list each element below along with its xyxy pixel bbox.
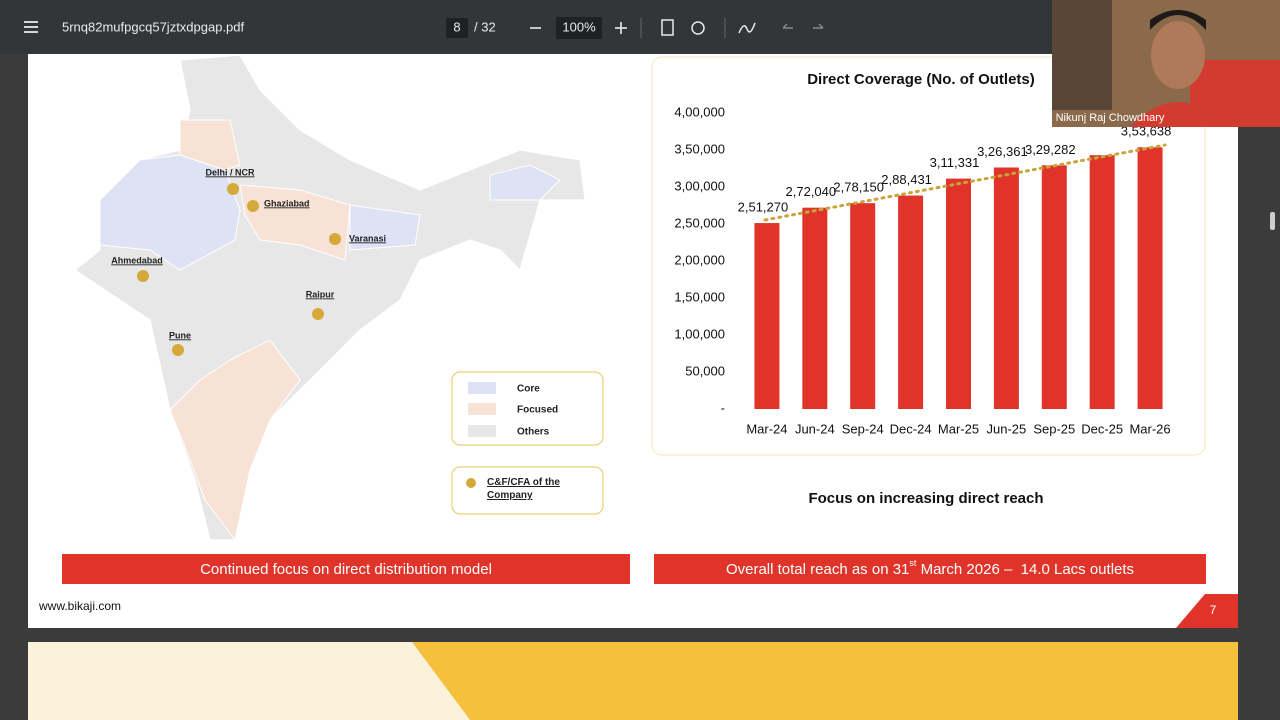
chart: - 50,000 1,00,000 1,50,000 2,00,000 2,50,000 3…: [674, 104, 1171, 436]
bar: [993, 167, 1019, 409]
page-number[interactable]: 8: [453, 19, 460, 34]
y-tick-label: 2,50,000: [674, 215, 725, 230]
bar: [1041, 165, 1067, 409]
page-total: / 32: [474, 19, 496, 34]
y-tick-label: -: [721, 400, 725, 415]
x-tick-label: Mar-24: [746, 421, 787, 436]
bar: [946, 178, 971, 409]
city-label: Ahmedabad: [111, 255, 163, 265]
value-label: 2,51,270: [738, 199, 789, 214]
bar: [754, 223, 780, 409]
city-label: Varanasi: [349, 233, 386, 243]
annotate[interactable]: [738, 22, 756, 34]
y-tick-label: 3,50,000: [674, 141, 725, 156]
cf-legend-label: C&F/CFA of the Company: [487, 477, 560, 501]
city-label: Ghaziabad: [264, 198, 310, 208]
y-tick-label: 1,00,000: [674, 326, 725, 341]
value-label: 3,29,282: [1025, 142, 1076, 157]
banner-text: Overall total reach as on 31st March 202…: [726, 558, 1134, 578]
legend-swatch: [468, 425, 496, 437]
y-tick-label: 50,000: [685, 363, 725, 378]
value-label: 2,78,150: [833, 180, 884, 195]
banner: [654, 554, 1206, 584]
x-tick-label: Dec-25: [1081, 421, 1123, 436]
value-label: 2,88,431: [881, 172, 932, 187]
bar: [1137, 147, 1163, 410]
city-markers: [137, 183, 341, 356]
trendline: [763, 143, 1167, 222]
chart-title: Direct Coverage (No. of Outlets): [807, 71, 1035, 88]
cf-legend-box: C&F/CFA of the Company: [487, 477, 560, 501]
city-label: Delhi / NCR: [205, 167, 255, 177]
legend-label: Focused: [517, 405, 558, 416]
website: www.bikaji.com: [38, 599, 121, 613]
india-map: [73, 54, 586, 542]
x-tick-label: Mar-26: [1129, 421, 1170, 436]
zoom-level[interactable]: 100%: [562, 19, 596, 34]
banner-superscript: st: [909, 558, 917, 568]
city-label: Pune: [169, 330, 191, 340]
scrollbar-thumb[interactable]: [1270, 212, 1275, 230]
menu-button[interactable]: [24, 21, 38, 33]
redo[interactable]: [813, 23, 824, 29]
bar: [802, 207, 828, 409]
value-label: 3,11,331: [930, 155, 980, 170]
zoom-in[interactable]: [615, 22, 627, 34]
legend-label: Core: [517, 384, 540, 395]
x-tick-label: Jun-25: [987, 421, 1027, 436]
x-tick-label: Sep-24: [842, 421, 884, 436]
y-tick-label: 2,00,000: [674, 252, 725, 267]
cf-marker: [466, 478, 476, 488]
participant-name: Nikunj Raj Chowdhary: [1056, 112, 1165, 124]
legend-swatch: [468, 403, 496, 415]
legend-swatch: [468, 382, 496, 394]
filename: 5rnq82mufpgcq57jztxdpgap.pdf: [62, 19, 245, 34]
bar: [850, 203, 876, 409]
page-corner: [1176, 594, 1238, 628]
x-tick-label: Mar-25: [938, 421, 979, 436]
fit-page[interactable]: [661, 19, 674, 36]
bar: [898, 195, 924, 409]
value-label: 3,26,361: [977, 144, 1028, 159]
banner: [62, 554, 630, 584]
value-label: 3,53,638: [1121, 124, 1172, 139]
banner-text-part: Overall total reach as on 31: [726, 561, 909, 578]
legend-label: Others: [517, 427, 550, 438]
zoom-input[interactable]: [556, 17, 602, 39]
banner-text: Continued focus on direct distribution m…: [200, 561, 492, 578]
webcam-overlay: Nikunj Raj Chowdhary: [1052, 0, 1280, 127]
y-tick-label: 4,00,000: [674, 104, 725, 119]
rotate[interactable]: [691, 21, 705, 35]
next-page-shape: [412, 642, 1238, 720]
undo[interactable]: [782, 23, 793, 29]
page-input[interactable]: [446, 18, 468, 38]
x-tick-label: Sep-25: [1033, 421, 1075, 436]
y-tick-label: 3,00,000: [674, 178, 725, 193]
value-label: 2,72,040: [786, 184, 837, 199]
slide-number: 7: [1210, 603, 1217, 617]
chart-caption: Focus on increasing direct reach: [808, 490, 1043, 507]
city-label: Raipur: [306, 289, 335, 299]
bar: [1089, 155, 1115, 409]
banner-text-part: March 2026 – 14.0 Lacs outlets: [916, 561, 1134, 578]
x-tick-label: Jun-24: [795, 421, 835, 436]
cf-legend: [451, 466, 604, 515]
x-tick-label: Dec-24: [890, 421, 932, 436]
y-tick-label: 1,50,000: [674, 289, 725, 304]
